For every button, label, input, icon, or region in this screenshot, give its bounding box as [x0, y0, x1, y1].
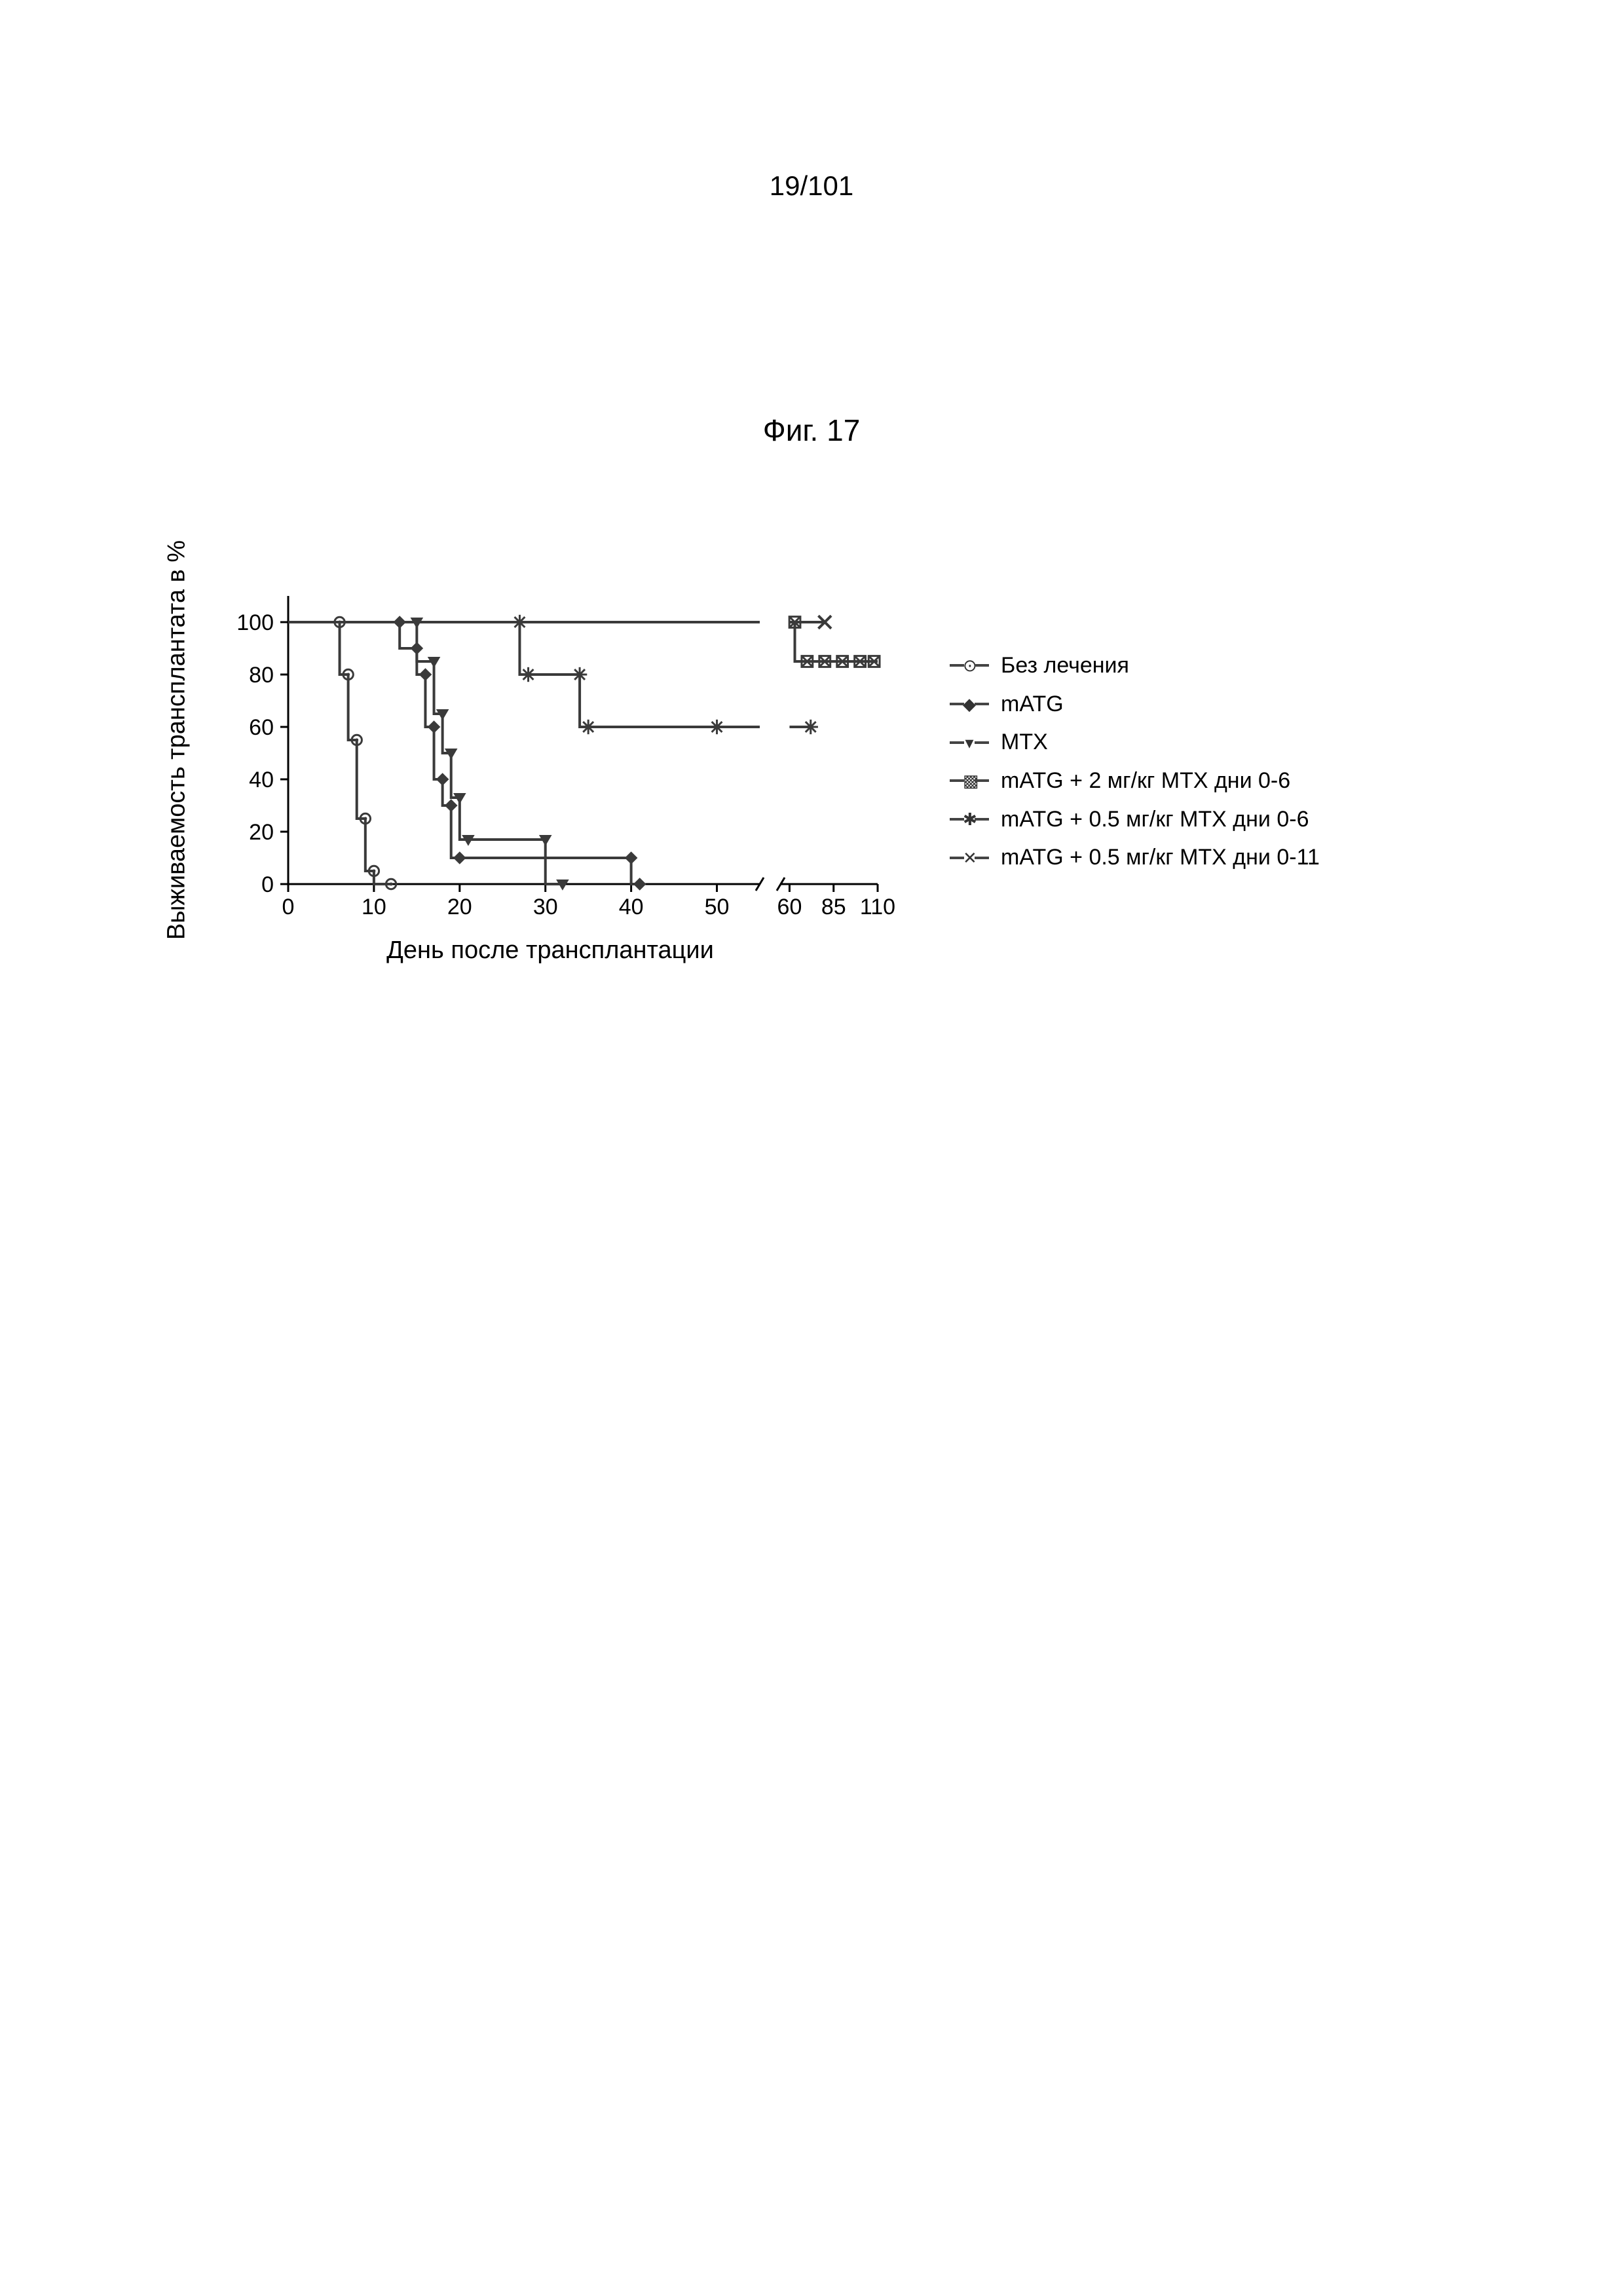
- svg-text:85: 85: [821, 895, 846, 919]
- legend-label: Без лечения: [1001, 648, 1129, 683]
- legend-label: mATG + 0.5 мг/кг MTX дни 0-6: [1001, 802, 1309, 837]
- legend-marker: ▩: [950, 774, 989, 787]
- legend-item-matg: ◆ mATG: [950, 687, 1320, 722]
- svg-text:0: 0: [282, 895, 295, 919]
- legend-glyph: ▾: [963, 736, 976, 749]
- svg-text:40: 40: [249, 768, 274, 792]
- svg-text:10: 10: [362, 895, 386, 919]
- legend-glyph: ⊙: [963, 659, 976, 672]
- svg-text:60: 60: [777, 895, 802, 919]
- y-axis-label: Выживаемость трансплантата в %: [163, 540, 191, 940]
- legend-item-matg_2_d0_6: ▩ mATG + 2 мг/кг MTX дни 0-6: [950, 764, 1320, 798]
- legend-marker: ▾: [950, 736, 989, 749]
- svg-text:50: 50: [705, 895, 730, 919]
- svg-text:40: 40: [619, 895, 644, 919]
- survival-chart: 020406080100010203040506085110 Выживаемо…: [223, 570, 1415, 1041]
- legend-item-matg_05_d0_6: ✱ mATG + 0.5 мг/кг MTX дни 0-6: [950, 802, 1320, 837]
- svg-text:60: 60: [249, 715, 274, 740]
- legend-item-mtx: ▾ MTX: [950, 725, 1320, 760]
- legend-glyph: ▩: [963, 774, 976, 787]
- legend-glyph: ✕: [963, 851, 976, 864]
- svg-text:110: 110: [860, 895, 895, 919]
- svg-text:20: 20: [447, 895, 472, 919]
- legend-marker: ⊙: [950, 659, 989, 672]
- legend: ⊙ Без лечения ◆ mATG ▾ MTX ▩ mATG + 2 мг/кг MTX…: [950, 648, 1320, 879]
- page-number: 19/101: [0, 170, 1623, 202]
- svg-text:0: 0: [261, 872, 274, 897]
- svg-text:80: 80: [249, 663, 274, 688]
- figure-title: Фиг. 17: [0, 413, 1623, 448]
- legend-glyph: ✱: [963, 813, 976, 826]
- legend-label: MTX: [1001, 725, 1048, 760]
- legend-label: mATG + 0.5 мг/кг MTX дни 0-11: [1001, 840, 1320, 875]
- legend-item-no_treatment: ⊙ Без лечения: [950, 648, 1320, 683]
- x-axis-label: День после трансплантации: [223, 936, 878, 965]
- legend-label: mATG + 2 мг/кг MTX дни 0-6: [1001, 764, 1290, 798]
- legend-glyph: ◆: [963, 697, 976, 711]
- legend-marker: ◆: [950, 697, 989, 711]
- svg-text:20: 20: [249, 820, 274, 845]
- legend-item-matg_05_d0_11: ✕ mATG + 0.5 мг/кг MTX дни 0-11: [950, 840, 1320, 875]
- legend-marker: ✱: [950, 813, 989, 826]
- legend-marker: ✕: [950, 851, 989, 864]
- svg-text:100: 100: [236, 610, 274, 635]
- svg-text:30: 30: [533, 895, 558, 919]
- legend-label: mATG: [1001, 687, 1064, 722]
